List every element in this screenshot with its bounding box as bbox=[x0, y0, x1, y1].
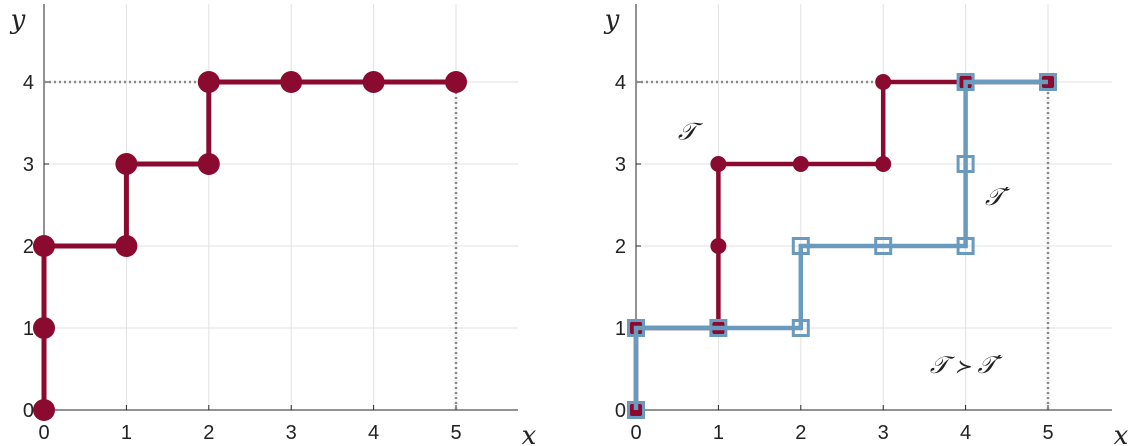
series-0-point bbox=[710, 238, 727, 254]
y-tick-label: 3 bbox=[615, 154, 626, 176]
x-tick-label: 3 bbox=[878, 422, 889, 444]
x-tick-label: 3 bbox=[286, 422, 297, 444]
series-0-point bbox=[33, 235, 55, 257]
series-1-point bbox=[791, 237, 810, 255]
x-axis-label: x bbox=[522, 421, 537, 446]
series-1-point bbox=[956, 155, 975, 173]
series-0-point bbox=[362, 71, 385, 93]
y-tick-label: 2 bbox=[615, 236, 626, 258]
annotation-label: 𝒯 bbox=[678, 117, 704, 145]
series-0-point bbox=[792, 156, 809, 172]
y-tick-label: 1 bbox=[23, 318, 34, 340]
x-tick-label: 1 bbox=[121, 422, 132, 444]
y-tick-label: 3 bbox=[23, 154, 34, 176]
x-tick-label: 2 bbox=[203, 422, 214, 444]
x-tick-label: 5 bbox=[450, 422, 461, 444]
y-tick-label: 2 bbox=[23, 236, 34, 258]
series-0-point bbox=[280, 71, 303, 93]
y-axis-label: y bbox=[10, 5, 26, 35]
series-0-point bbox=[445, 71, 467, 93]
y-tick-label: 4 bbox=[615, 72, 626, 94]
x-tick-label: 5 bbox=[1042, 422, 1053, 444]
series-1-point bbox=[709, 319, 728, 337]
annotation-label: 𝒯′ bbox=[985, 183, 1011, 211]
x-tick-label: 4 bbox=[960, 422, 971, 444]
y-tick-label: 4 bbox=[23, 72, 34, 94]
series-1-point bbox=[956, 237, 975, 255]
series-1-point bbox=[627, 319, 645, 337]
series-0-point bbox=[197, 71, 220, 93]
series-1-point bbox=[1039, 73, 1057, 91]
y-tick-label: 0 bbox=[23, 400, 34, 422]
series-line-0 bbox=[41, 79, 456, 410]
series-0-point bbox=[875, 74, 892, 90]
series-0-point bbox=[115, 153, 138, 175]
y-axis-label: y bbox=[604, 5, 620, 35]
series-0-point bbox=[875, 156, 892, 172]
x-tick-label: 0 bbox=[630, 422, 641, 444]
series-1-point bbox=[874, 237, 893, 255]
series-0-point bbox=[33, 317, 55, 339]
right-chart-panel: 0 1 2 3 4 5 0 1 2 3 4 y x 𝒯 𝒯′ 𝒯 ≻ 𝒯′ bbox=[604, 4, 1129, 446]
y-tick-label: 0 bbox=[615, 400, 626, 422]
x-tick-label: 1 bbox=[713, 422, 724, 444]
x-axis-label: x bbox=[1114, 421, 1129, 446]
series-1-point bbox=[956, 73, 975, 91]
x-tick-label: 0 bbox=[38, 422, 49, 444]
left-chart-panel: 0 1 2 3 4 5 0 1 2 3 4 y x bbox=[10, 4, 537, 446]
series-0-point bbox=[197, 153, 220, 175]
x-tick-label: 2 bbox=[795, 422, 806, 444]
series-1-point bbox=[791, 319, 810, 337]
y-tick-label: 1 bbox=[615, 318, 626, 340]
series-line-1 bbox=[633, 79, 1048, 410]
x-tick-label: 4 bbox=[368, 422, 379, 444]
series-0-point bbox=[710, 156, 727, 172]
series-0-point bbox=[33, 399, 55, 421]
annotation-label: 𝒯 ≻ 𝒯′ bbox=[930, 351, 1004, 379]
series-0-point bbox=[115, 235, 138, 257]
series-1-point bbox=[627, 401, 645, 419]
